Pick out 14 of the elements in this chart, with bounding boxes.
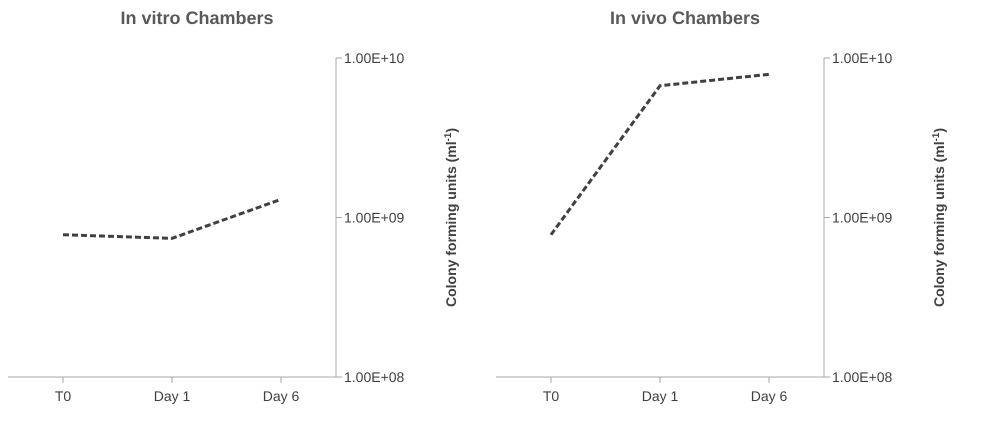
y-tick-label: 1.00E+09 <box>832 209 893 226</box>
chart-title: In vivo Chambers <box>608 8 762 30</box>
x-tick-label: T0 <box>542 388 560 404</box>
y-tick-label: 1.00E+08 <box>832 368 893 385</box>
y-tick-label: 1.00E+10 <box>832 50 893 66</box>
y-tick-label: 1.00E+09 <box>344 209 405 226</box>
x-tick-label: Day 6 <box>262 388 300 404</box>
x-tick-label: Day 6 <box>750 388 788 404</box>
x-tick-label: T0 <box>54 388 72 404</box>
x-tick-label: Day 1 <box>154 388 190 404</box>
chart-title: In vitro Chambers <box>119 8 275 30</box>
y-tick-label: 1.00E+08 <box>344 368 405 385</box>
y-tick-label: 1.00E+10 <box>344 50 405 66</box>
x-tick-label: Day 1 <box>642 388 678 404</box>
